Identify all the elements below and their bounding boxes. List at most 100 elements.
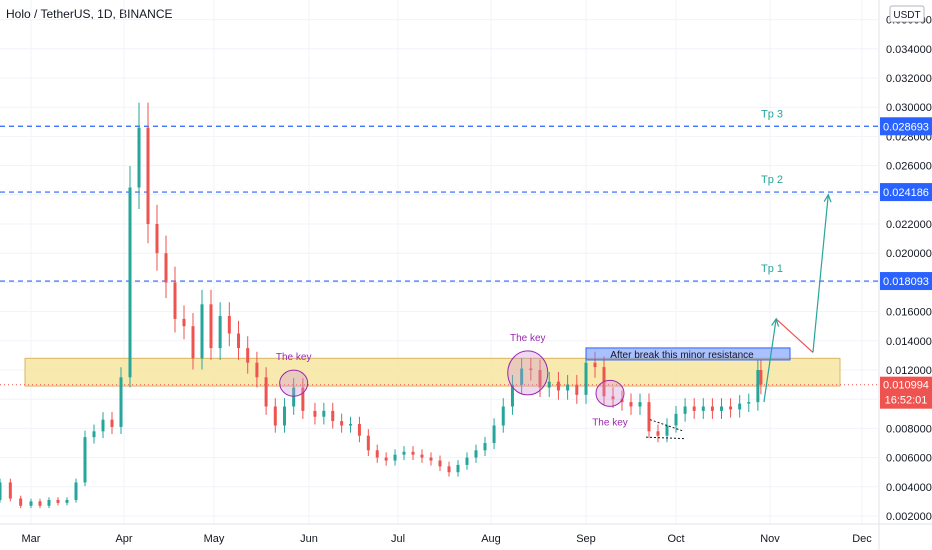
y-tick-label: 0.034000: [886, 44, 932, 56]
candle-body: [146, 127, 150, 224]
candle-body: [366, 435, 370, 451]
candle-body: [264, 377, 268, 407]
candle-body: [729, 406, 733, 410]
y-tick-label: 0.032000: [886, 73, 932, 85]
target-price-tag: [880, 272, 932, 291]
projection-pullback: [775, 318, 814, 353]
minor-resistance-box: [585, 347, 791, 361]
candle-body: [182, 318, 186, 327]
candle-body: [357, 424, 361, 436]
x-tick-label: Nov: [760, 533, 780, 545]
candle-body: [547, 381, 551, 388]
candle-body: [402, 451, 406, 455]
candle-body: [420, 454, 424, 458]
key-circle-sep: [595, 379, 625, 407]
x-tick-label: Sep: [576, 533, 596, 545]
candle-body: [483, 443, 487, 451]
candle-body: [155, 224, 159, 254]
candle-body: [128, 187, 132, 378]
candle-body: [584, 362, 588, 395]
x-tick-label: Dec: [852, 533, 872, 545]
candle-body: [137, 127, 141, 188]
candle-body: [282, 406, 286, 426]
y-tick-label: 0.016000: [886, 307, 932, 319]
candle-body: [738, 403, 742, 410]
key-annotation-label: The key: [276, 352, 312, 363]
key-annotation-label: The key: [592, 417, 628, 428]
candle-body: [38, 501, 42, 506]
candle-body: [331, 410, 335, 422]
y-tick-label: 0.026000: [886, 161, 932, 173]
projection-up-2: [812, 194, 829, 353]
candle-body: [65, 499, 69, 503]
candle-body: [255, 362, 259, 378]
y-tick-label: 0.002000: [886, 511, 932, 523]
y-tick-label: 0.004000: [886, 482, 932, 494]
currency-badge: [889, 5, 925, 23]
candle-body: [756, 370, 760, 403]
last-price-label: 0.010994: [883, 380, 929, 392]
candle-body: [674, 413, 678, 426]
candle-body: [520, 368, 524, 385]
candle-body: [273, 406, 277, 426]
base-line-dotted: [645, 436, 685, 440]
candle-body: [474, 450, 478, 458]
x-tick-label: Jul: [391, 533, 405, 545]
candle-body: [501, 406, 505, 426]
candle-body: [29, 501, 33, 506]
x-tick-label: Oct: [667, 533, 684, 545]
x-tick-label: Jun: [300, 533, 318, 545]
candle-body: [575, 384, 579, 395]
y-tick-label: 0.012000: [886, 365, 932, 377]
candle-body: [593, 362, 597, 368]
candle-body: [322, 410, 326, 417]
x-tick-label: Aug: [481, 533, 501, 545]
candle-body: [384, 457, 388, 461]
candle-body: [227, 315, 231, 334]
candle-body: [340, 421, 344, 426]
key-circle-may: [279, 369, 309, 397]
candle-body: [56, 499, 60, 503]
candle-body: [647, 402, 651, 432]
y-tick-label: 0.006000: [886, 453, 932, 465]
y-tick-label: 0.022000: [886, 219, 932, 231]
x-tick-label: May: [204, 533, 225, 545]
candle-body: [411, 451, 415, 455]
key-circle-aug: [507, 350, 549, 396]
y-tick-label: 0.008000: [886, 423, 932, 435]
candle-body: [101, 419, 105, 432]
candle-body: [701, 406, 705, 411]
candle-body: [510, 384, 514, 407]
candle-body: [447, 466, 451, 473]
target-price-tag-label: 0.024186: [883, 187, 929, 199]
candle-body: [92, 431, 96, 438]
y-tick-label: 0.020000: [886, 248, 932, 260]
candle-body: [47, 499, 51, 506]
trendline-dotted: [649, 419, 685, 432]
candle-body: [629, 402, 633, 407]
candle-body: [529, 368, 533, 370]
candle-body: [313, 410, 317, 417]
candle-body: [301, 387, 305, 411]
candle-body: [375, 450, 379, 458]
candle-body: [83, 437, 87, 483]
candle-body: [683, 406, 687, 414]
target-price-tag-label: 0.028693: [883, 121, 929, 133]
candle-body: [349, 424, 353, 426]
arrowhead-1: [771, 317, 780, 327]
candle-body: [110, 419, 114, 427]
candle-body: [566, 384, 570, 391]
x-tick-label: Mar: [22, 533, 41, 545]
candle-body: [538, 370, 542, 388]
candle-body: [465, 457, 469, 465]
candle-body: [218, 315, 222, 349]
target-price-tag: [880, 117, 932, 136]
candle-body: [710, 406, 714, 411]
candle-body: [759, 370, 763, 385]
target-label: Tp 1: [761, 263, 783, 275]
candle-body: [237, 333, 241, 349]
candle-body: [173, 282, 177, 319]
y-tick-label: 0.030000: [886, 102, 932, 114]
candle-body: [747, 402, 751, 404]
